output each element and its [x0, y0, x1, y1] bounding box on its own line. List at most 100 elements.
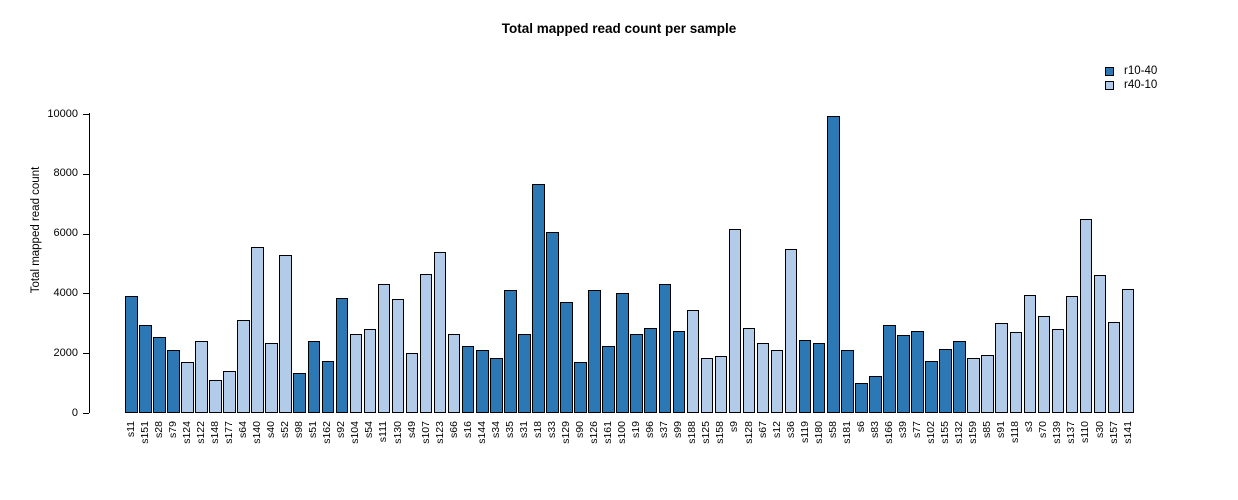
bar-s141: [1121, 288, 1135, 413]
y-tick: [83, 173, 89, 175]
bar-s40: [265, 342, 278, 413]
bar-s107: [419, 273, 433, 413]
bar-s118: [1009, 332, 1023, 413]
x-tick-label-s124: s124: [180, 421, 193, 444]
x-tick-label-s33: s33: [545, 421, 558, 438]
x-tick-label-s144: s144: [475, 421, 488, 444]
x-tick-label-s107: s107: [419, 421, 432, 444]
bar-s31: [518, 333, 531, 413]
bar-s16: [461, 345, 475, 413]
x-tick-label-s96: s96: [644, 421, 657, 438]
bar-s102: [925, 360, 938, 413]
x-tick-label-s12: s12: [770, 421, 783, 438]
x-tick-label-s102: s102: [925, 421, 938, 444]
bar-s124: [181, 362, 194, 413]
bar-s70: [1037, 315, 1051, 413]
bar-s129: [560, 302, 573, 413]
x-tick-label-s16: s16: [461, 421, 474, 438]
bar-s34: [490, 357, 503, 413]
bar-s54: [363, 329, 377, 413]
bar-s79: [167, 350, 180, 413]
x-tick-label-s35: s35: [503, 421, 516, 438]
bar-s119: [798, 339, 812, 413]
bar-s123: [433, 251, 447, 413]
bar-s35: [504, 290, 517, 413]
bar-s139: [1051, 329, 1065, 413]
x-tick-label-s9: s9: [728, 421, 741, 433]
x-tick-label-s51: s51: [307, 421, 320, 438]
bar-s83: [869, 375, 882, 413]
x-tick-label-s3: s3: [1023, 421, 1036, 433]
bar-s188: [686, 309, 700, 413]
x-tick-label-s137: s137: [1065, 421, 1078, 444]
bar-s3: [1023, 294, 1037, 413]
bar-s148: [209, 380, 222, 413]
bar-s67: [756, 342, 770, 413]
x-tick-label-s166: s166: [882, 421, 895, 444]
x-tick-label-s141: s141: [1121, 421, 1134, 444]
x-tick-label-s130: s130: [391, 421, 404, 444]
bar-s91: [995, 323, 1008, 413]
x-tick-label-s19: s19: [630, 421, 643, 438]
bar-s144: [476, 350, 489, 413]
bar-s177: [223, 371, 236, 413]
legend-swatch-r10-40: [1105, 66, 1114, 76]
x-tick-label-s34: s34: [489, 421, 502, 438]
x-tick-label-s151: s151: [138, 421, 151, 444]
x-tick-label-s111: s111: [377, 421, 390, 443]
bar-s140: [251, 247, 264, 413]
x-tick-label-s83: s83: [868, 421, 881, 438]
x-tick-label-s52: s52: [279, 421, 292, 438]
x-tick-label-s155: s155: [939, 421, 952, 444]
y-axis-line: [89, 113, 90, 413]
bar-s125: [700, 357, 714, 413]
bar-s39: [897, 335, 910, 413]
chart-title: Total mapped read count per sample: [501, 21, 737, 36]
bar-s64: [237, 320, 250, 413]
y-tick: [83, 353, 89, 355]
x-tick-label-s128: s128: [742, 421, 755, 444]
x-tick-label-s40: s40: [265, 421, 278, 438]
y-tick: [83, 413, 89, 414]
y-tick-label: 4000: [53, 286, 78, 299]
x-tick-label-s54: s54: [363, 421, 376, 438]
plot-area: [125, 113, 1145, 413]
x-tick-label-s36: s36: [784, 421, 797, 438]
bar-s158: [714, 356, 728, 413]
x-tick-label-s158: s158: [714, 421, 727, 444]
bar-s126: [588, 290, 601, 413]
x-tick-label-s79: s79: [166, 421, 179, 438]
y-tick-label: 0: [71, 406, 78, 419]
bar-s137: [1065, 296, 1079, 413]
bar-s90: [574, 362, 587, 413]
bar-s157: [1107, 321, 1121, 413]
x-tick-label-s129: s129: [559, 421, 572, 444]
x-tick-label-s181: s181: [840, 421, 853, 444]
bar-s77: [911, 330, 924, 413]
legend-item-r10-40: r10-40: [1105, 64, 1157, 78]
bar-s132: [953, 341, 966, 413]
x-tick-label-s77: s77: [910, 421, 923, 438]
legend: r10-40 r40-10: [1105, 64, 1157, 92]
x-tick-label-s157: s157: [1107, 421, 1120, 444]
x-tick-label-s159: s159: [967, 421, 980, 444]
x-tick-label-s92: s92: [335, 421, 348, 438]
bar-s51: [307, 341, 321, 413]
bar-s9: [728, 229, 742, 413]
x-tick-label-s39: s39: [896, 421, 909, 438]
x-tick-label-s188: s188: [686, 421, 699, 444]
x-tick-label-s85: s85: [981, 421, 994, 438]
bar-s111: [377, 284, 391, 413]
bar-s85: [981, 354, 994, 413]
y-tick: [83, 233, 89, 235]
bar-s162: [321, 360, 335, 413]
bar-s12: [770, 350, 784, 413]
bar-s130: [391, 299, 405, 413]
x-tick-label-s132: s132: [953, 421, 966, 444]
bar-s19: [630, 333, 643, 413]
x-tick-label-s161: s161: [602, 421, 615, 444]
x-tick-label-s125: s125: [700, 421, 713, 444]
x-tick-label-s140: s140: [251, 421, 264, 444]
bar-s110: [1079, 218, 1093, 413]
